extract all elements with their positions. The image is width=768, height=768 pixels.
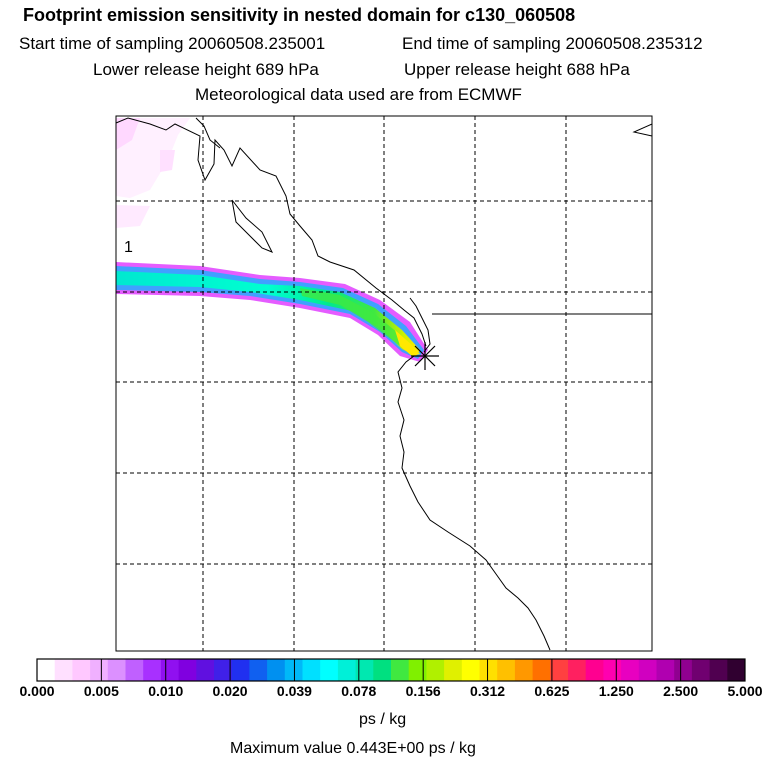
start-time: Start time of sampling 20060508.235001 [19,34,326,53]
legend-color-cell [532,659,551,681]
legend-color-cell [497,659,516,681]
legend-color-cell [479,659,498,681]
legend-color-cell [550,659,569,681]
legend-color-cell [408,659,427,681]
legend-color-cell [603,659,622,681]
legend-color-cell [461,659,480,681]
legend-frame [36,658,746,682]
legend-tick-label: 0.625 [534,683,570,699]
legend-color-cell [125,659,144,681]
legend-color-cell [391,659,410,681]
figure-title: Footprint emission sensitivity in nested… [23,5,576,25]
legend-color-cell [160,659,180,681]
legend-unit: ps / kg [359,711,407,728]
legend-color-cell [674,659,693,681]
map-frame [115,115,653,652]
legend-color-cell [249,659,268,681]
legend-tick-label: 0.039 [276,683,312,699]
legend-tick-label: 0.156 [405,683,441,699]
legend-tick-label: 0.000 [19,683,55,699]
legend-color-cell [691,659,711,681]
plume-label: 1 [124,239,133,256]
legend-tick-label: 1.250 [598,683,634,699]
legend-tick-label: 5.000 [727,683,763,699]
legend-color-cell [90,659,109,681]
upper-release-height: Upper release height 688 hPa [404,60,630,79]
legend-tick-label: 0.078 [341,683,377,699]
legend-color-cell [444,659,463,681]
legend-color-cell [568,659,587,681]
legend-color-cell [72,659,91,681]
legend-color-cell [373,659,392,681]
legend-color-cell [214,659,233,681]
graticule [116,116,652,651]
met-data-source: Meteorological data used are from ECMWF [195,85,522,104]
coastline [115,117,653,651]
legend-color-cell [196,659,215,681]
legend-color-cell [656,659,675,681]
legend-color-cell [709,659,728,681]
end-time: End time of sampling 20060508.235312 [402,34,703,53]
legend-color-cell [178,659,197,681]
legend-color-cell [426,659,445,681]
legend-tick-label: 0.020 [212,683,248,699]
legend-color-cell [585,659,604,681]
legend-color-cell [302,659,321,681]
lower-release-height: Lower release height 689 hPa [93,60,319,79]
emission-plume [116,262,428,362]
legend-color-cell [727,659,746,681]
legend-color-cell [284,659,303,681]
legend-color-cell [54,659,73,681]
legend-color-cell [355,659,374,681]
legend-color-cell [320,659,339,681]
legend-tick-label: 0.010 [148,683,184,699]
legend-tick-label: 2.500 [663,683,699,699]
maximum-value: Maximum value 0.443E+00 ps / kg [230,740,476,757]
legend-color-cell [231,659,250,681]
legend-color-cell [107,659,126,681]
legend-color-cell [37,659,56,681]
legend-color-cell [143,659,162,681]
legend-color-cell [267,659,286,681]
legend-tick-label: 0.005 [83,683,119,699]
legend-color-cell [621,659,640,681]
legend-tick-label: 0.312 [470,683,506,699]
legend-color-cell [337,659,357,681]
release-point-marker [411,342,439,370]
low-sensitivity-area [116,118,190,228]
legend-color-cell [514,659,534,681]
legend-color-cell [638,659,657,681]
